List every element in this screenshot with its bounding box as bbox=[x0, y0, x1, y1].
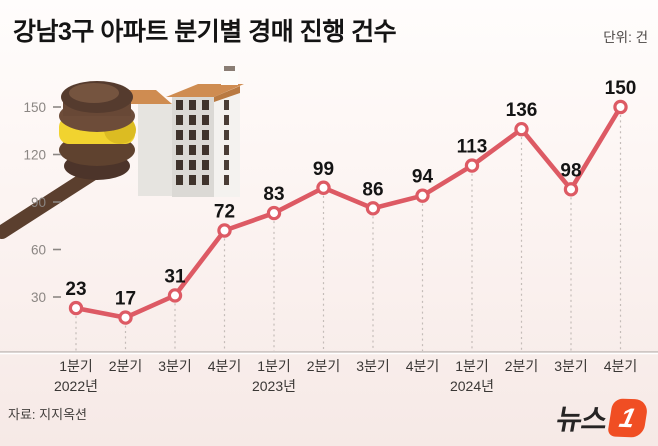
data-point-marker bbox=[514, 121, 529, 137]
x-axis-tick-label: 3분기 bbox=[158, 358, 192, 374]
value-label: 31 bbox=[164, 266, 186, 287]
year-label: 2022년 bbox=[54, 378, 98, 394]
value-label: 83 bbox=[263, 184, 284, 205]
chart-title: 강남3구 아파트 분기별 경매 진행 건수 bbox=[13, 18, 397, 46]
data-point-marker bbox=[464, 158, 480, 173]
source-label: 자료: 지지옥션 bbox=[8, 407, 87, 422]
x-axis-tick-label: 1분기 bbox=[455, 358, 489, 374]
news1-logo: 뉴스 1 bbox=[554, 398, 649, 438]
y-axis-tick-label: 90 bbox=[31, 195, 46, 210]
building-icon bbox=[110, 66, 244, 197]
value-label: 17 bbox=[115, 289, 136, 310]
value-label: 113 bbox=[457, 137, 488, 158]
year-label: 2024년 bbox=[450, 378, 494, 394]
data-point-marker bbox=[266, 205, 282, 221]
x-axis-tick-label: 3분기 bbox=[554, 358, 588, 374]
data-point-marker bbox=[217, 223, 232, 238]
y-axis-tick-label: 120 bbox=[23, 148, 46, 163]
x-axis-tick-label: 4분기 bbox=[208, 358, 242, 374]
x-axis-tick-label: 2분기 bbox=[505, 358, 539, 374]
unit-label: 단위: 건 bbox=[603, 30, 648, 45]
gavel-building-illustration bbox=[0, 66, 244, 239]
news1-logo-text: 뉴스 bbox=[554, 404, 610, 435]
x-axis-tick-label: 2분기 bbox=[307, 358, 341, 374]
news1-logo-one-badge: 1 bbox=[607, 398, 649, 438]
value-label: 150 bbox=[605, 78, 637, 99]
y-axis-tick-label: 60 bbox=[31, 243, 46, 258]
y-axis-tick-label: 150 bbox=[23, 100, 46, 115]
data-point-marker bbox=[365, 201, 381, 216]
value-label: 23 bbox=[65, 279, 86, 300]
year-label: 2023년 bbox=[252, 378, 296, 394]
x-axis-tick-label: 2분기 bbox=[109, 358, 143, 374]
value-label: 94 bbox=[412, 167, 434, 188]
series-line bbox=[73, 104, 623, 320]
value-label: 86 bbox=[362, 179, 383, 200]
value-label: 98 bbox=[560, 160, 581, 181]
value-label: 136 bbox=[506, 100, 538, 121]
data-point-marker bbox=[613, 99, 628, 115]
data-point-marker bbox=[415, 188, 430, 203]
data-point-marker bbox=[316, 180, 331, 195]
x-axis-tick-label: 1분기 bbox=[257, 358, 291, 374]
y-axis-tick-label: 30 bbox=[31, 290, 46, 305]
data-point-marker bbox=[167, 288, 183, 303]
x-axis-tick-label: 4분기 bbox=[406, 358, 440, 374]
value-label: 99 bbox=[313, 159, 334, 180]
data-point-marker bbox=[118, 310, 133, 325]
data-point-marker bbox=[563, 182, 579, 197]
x-axis-tick-label: 4분기 bbox=[604, 358, 638, 374]
data-point-marker bbox=[68, 300, 84, 316]
x-axis-tick-label: 1분기 bbox=[59, 358, 93, 374]
x-axis-tick-label: 3분기 bbox=[356, 358, 390, 374]
value-label: 72 bbox=[214, 202, 235, 223]
gavel-icon bbox=[0, 81, 136, 239]
news1-logo-one-digit: 1 bbox=[617, 402, 640, 433]
